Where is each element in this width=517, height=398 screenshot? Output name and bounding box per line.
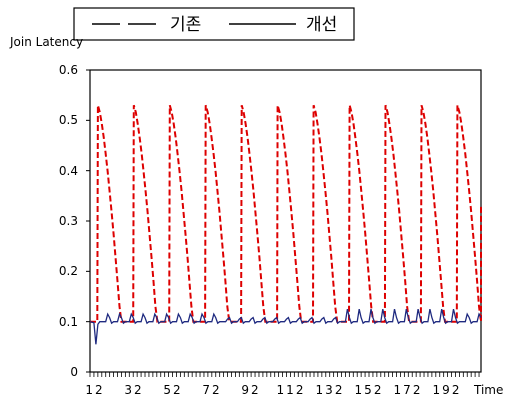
x-axis-title: Time [473,383,503,397]
y-tick-labels: 0 0.1 0.2 0.3 0.4 0.5 0.6 [59,63,78,379]
x-tick-label: 12 [85,383,104,397]
legend-label-baseline: 기존 [170,15,201,35]
x-tick-label: 32 [124,383,143,397]
y-axis-title: Join Latency [9,35,83,49]
y-tick-label: 0.2 [59,264,78,278]
x-tick-label: 152 [355,383,384,397]
x-tick-label: 52 [163,383,182,397]
legend-box [73,7,355,41]
x-tick-label: 72 [202,383,221,397]
y-tick-label: 0.1 [59,315,78,329]
y-tick-label: 0.4 [59,164,78,178]
x-tick-label: 132 [316,383,345,397]
legend: 기존 개선 [73,7,355,41]
y-tick-label: 0.6 [59,63,78,77]
x-tick-label: 92 [241,383,260,397]
series-line-improved [89,308,482,345]
x-tick-label: 112 [277,383,306,397]
series-line-baseline [90,104,482,323]
x-tick-labels: 12 32 52 72 92 112 132 152 172 192 [85,383,462,397]
y-tick-label: 0.5 [59,113,78,127]
series-layer [89,104,482,345]
y-tick-label: 0.3 [59,214,78,228]
y-tick-label: 0 [70,365,78,379]
x-tick-label: 172 [394,383,423,397]
x-tick-label: 192 [433,383,462,397]
axis-ticks [86,69,480,377]
legend-label-improved: 개선 [306,15,337,35]
